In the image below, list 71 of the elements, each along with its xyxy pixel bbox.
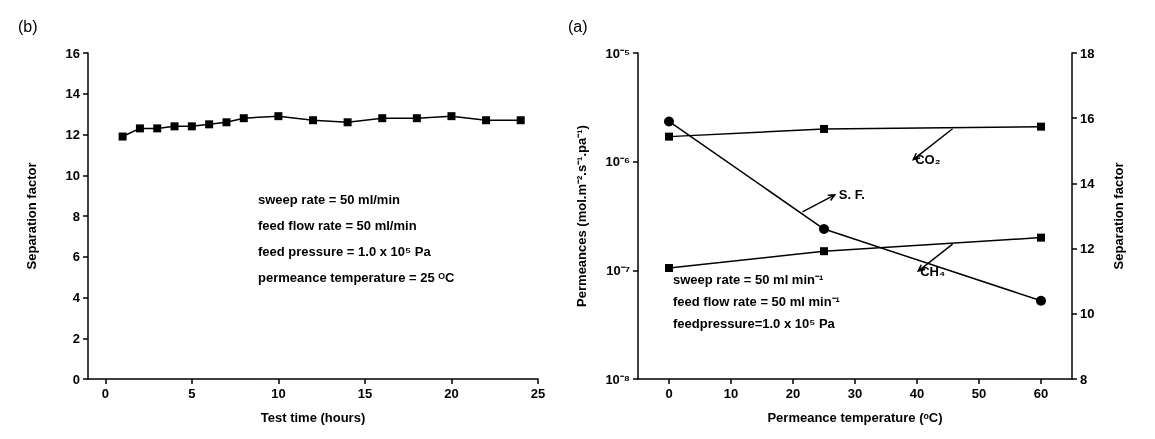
x-tick-label: 20 [785,386,801,401]
annotation: feed flow rate = 50 ml/min [258,218,417,233]
x-tick-label: 40 [909,386,925,401]
point [274,112,283,121]
y2-tick-label: 10 [1080,306,1095,322]
y2-tick-label: 14 [1080,175,1096,191]
annotation: sweep rate = 50 ml/min [258,192,401,207]
y2-tick-label: 8 [1080,371,1088,387]
annotation: feedpressure=1.0 x 10⁵ Pa [673,316,836,331]
point [412,114,421,123]
point [187,122,196,131]
chart-title: (a) [568,17,588,35]
y-tick-label: 10⁻⁷ [606,262,630,278]
y-tick-label: 0 [72,371,80,387]
annotation: feed pressure = 1.0 x 10⁵ Pa [258,244,432,259]
x-tick-label: 0 [101,386,109,401]
point [153,124,162,133]
y-tick-label: 6 [72,249,80,265]
point [665,132,673,141]
point [482,116,491,125]
y-tick-label: 10⁻⁶ [605,154,631,170]
x-tick-label: 0 [665,386,673,401]
y-axis-title: Permeances (mol.m⁻².s⁻¹.pa⁻¹) [574,125,589,307]
y-tick-label: 16 [65,45,80,61]
point [820,247,828,256]
chart-title: (b) [18,17,38,35]
x-axis-title: Permeance temperature (ᵒC) [767,410,943,425]
point [1037,122,1045,131]
legend-label: S. F. [838,187,865,203]
series-label: CO₂ [915,152,941,168]
x-tick-label: 60 [1033,386,1049,401]
point [820,124,828,133]
y2-tick-label: 12 [1080,241,1095,257]
y2-tick-label: 16 [1080,110,1095,126]
x-tick-label: 5 [188,386,196,401]
x-tick-label: 50 [971,386,987,401]
x-tick-label: 10 [271,386,286,401]
y-tick-label: 14 [65,86,81,102]
x-tick-label: 25 [530,386,546,401]
point [309,116,317,125]
point [135,124,144,133]
y-tick-label: 10⁻⁵ [605,45,630,61]
y-tick-label: 10 [65,167,80,183]
point [222,118,231,127]
y-tick-label: 8 [72,208,80,224]
y2-tick-label: 18 [1080,45,1095,61]
annotation: sweep rate = 50 ml min⁻¹ [673,272,824,287]
x-axis-title: Test time (hours) [260,410,366,425]
point [516,116,525,125]
point [665,264,673,273]
x-tick-label: 20 [444,386,459,401]
point [239,114,248,123]
x-tick-label: 15 [357,386,373,401]
y-tick-label: 10⁻⁸ [605,371,630,387]
annotation: feed flow rate = 50 ml min⁻¹ [673,294,840,309]
x-tick-label: 10 [723,386,739,401]
series-label: CH₄ [920,263,946,279]
y-axis-title: Separation factor [24,162,39,270]
point [170,122,179,131]
point [118,132,127,141]
y-tick-label: 12 [65,127,80,142]
y2-axis-title: Separation factor [1111,162,1126,270]
y-tick-label: 4 [72,290,81,305]
x-tick-label: 30 [847,386,863,401]
point [447,112,456,121]
point [378,114,387,123]
annotation: permeance temperature = 25 ᴼC [258,270,456,285]
point [1037,233,1045,242]
point [205,120,214,129]
point [343,118,352,127]
y-tick-label: 2 [72,330,80,346]
